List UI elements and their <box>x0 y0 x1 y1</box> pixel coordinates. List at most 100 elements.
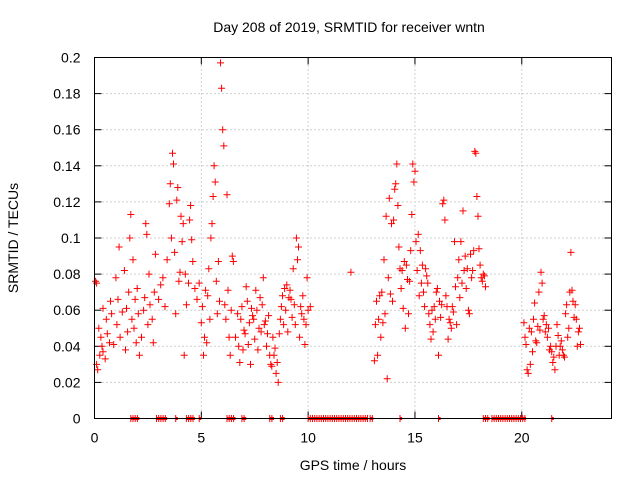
data-point <box>521 333 529 341</box>
data-point <box>177 212 185 220</box>
data-point <box>234 310 242 318</box>
data-point <box>445 315 453 323</box>
data-point <box>425 310 433 318</box>
data-point <box>523 366 531 374</box>
data-point <box>427 335 435 343</box>
data-point <box>461 252 469 260</box>
data-point <box>470 247 478 255</box>
data-point <box>442 292 450 300</box>
data-point <box>529 348 536 356</box>
data-point <box>142 220 150 228</box>
data-point <box>375 315 383 323</box>
data-point <box>185 279 192 287</box>
data-point <box>576 324 583 332</box>
data-point <box>166 180 174 188</box>
data-point <box>408 211 416 218</box>
data-point <box>149 339 157 347</box>
data-point <box>241 330 249 338</box>
data-point <box>148 315 156 323</box>
data-point <box>426 321 434 329</box>
data-point <box>178 238 186 246</box>
y-tick-label: 0.06 <box>53 302 80 318</box>
data-point <box>477 274 485 282</box>
data-point <box>208 220 216 228</box>
data-point <box>96 351 104 359</box>
data-point <box>422 265 430 273</box>
data-point <box>379 319 387 327</box>
data-point <box>267 360 275 368</box>
data-point <box>380 256 388 264</box>
data-point <box>398 267 406 274</box>
tick-labels: 0 0.02 0.04 0.06 0.08 0.1 0.12 0.14 0.16 0.18 0.2 0… <box>53 50 530 446</box>
data-point <box>447 324 455 332</box>
data-point <box>236 359 244 366</box>
data-point <box>551 366 559 374</box>
data-point <box>205 265 213 273</box>
data-point <box>204 292 212 300</box>
data-point <box>265 312 273 320</box>
data-point <box>237 315 245 323</box>
data-point <box>103 330 111 338</box>
data-point <box>116 333 124 341</box>
data-point <box>170 160 177 168</box>
data-point <box>441 216 449 224</box>
data-point <box>232 333 239 341</box>
data-point <box>413 267 421 274</box>
data-point <box>171 248 179 256</box>
data-point <box>376 292 384 300</box>
data-point <box>244 341 252 348</box>
plot-frame <box>94 57 612 419</box>
data-point <box>429 328 437 336</box>
data-point <box>206 315 214 323</box>
data-point <box>303 274 311 282</box>
data-point <box>292 234 300 242</box>
data-point <box>133 285 141 292</box>
data-point <box>458 279 466 287</box>
data-point <box>193 295 201 303</box>
data-point <box>98 342 106 350</box>
data-point <box>210 162 218 170</box>
data-point <box>397 285 405 292</box>
data-point <box>211 178 219 186</box>
data-point <box>276 315 284 323</box>
data-point <box>430 303 438 311</box>
data-point <box>258 301 266 309</box>
data-point <box>478 277 486 285</box>
data-point <box>229 258 237 265</box>
data-point <box>251 335 259 343</box>
data-point <box>181 270 189 278</box>
data-point <box>243 297 251 305</box>
data-point <box>271 344 279 352</box>
chart-title: Day 208 of 2019, SRMTID for receiver wnt… <box>213 19 485 35</box>
data-point <box>538 279 546 287</box>
data-point <box>392 180 400 188</box>
data-point <box>242 283 250 291</box>
data-point <box>471 147 479 155</box>
data-point <box>543 333 551 341</box>
data-point <box>525 324 533 332</box>
data-point <box>401 324 409 332</box>
data-point <box>131 295 139 303</box>
data-point <box>454 274 462 282</box>
data-point <box>347 268 355 276</box>
data-point <box>431 315 439 323</box>
data-point <box>467 250 474 258</box>
data-point <box>281 285 289 292</box>
data-point <box>557 337 565 345</box>
data-point <box>225 333 233 341</box>
data-point <box>290 301 298 309</box>
data-point <box>421 303 429 311</box>
data-point <box>456 294 464 302</box>
data-point <box>128 315 136 323</box>
data-point <box>455 256 463 264</box>
data-point <box>482 283 489 291</box>
data-point <box>238 303 246 311</box>
data-point <box>465 310 473 318</box>
data-point <box>274 378 282 386</box>
data-point <box>306 303 314 311</box>
data-point <box>207 234 215 242</box>
data-point <box>437 313 445 321</box>
data-point <box>132 339 140 347</box>
data-point <box>214 258 222 265</box>
data-point <box>159 274 167 282</box>
